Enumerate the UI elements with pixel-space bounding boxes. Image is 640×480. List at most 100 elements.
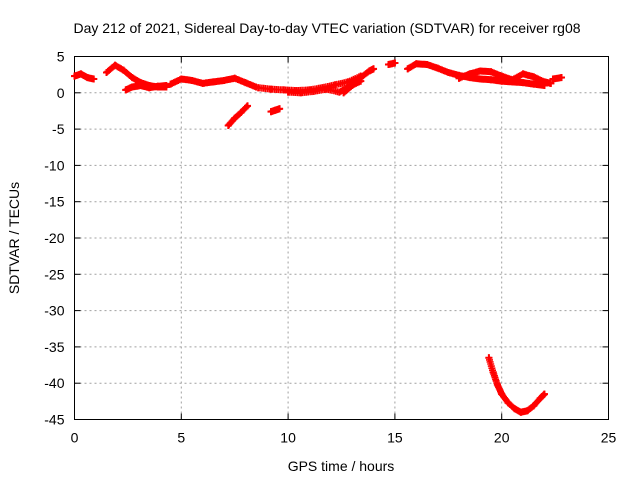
y-axis-title: SDTVAR / TECUs [6, 182, 22, 294]
data-point [444, 68, 452, 76]
data-point [508, 76, 516, 84]
data-point [519, 70, 527, 78]
x-tick-label: 5 [177, 430, 185, 446]
y-tick-label: -40 [44, 375, 64, 391]
data-point [540, 78, 548, 86]
data-point [231, 114, 239, 122]
y-tick-label: -10 [44, 157, 64, 173]
grid-layer [74, 56, 609, 420]
data-point [83, 74, 91, 82]
series-track-morning-lower [122, 82, 170, 94]
data-point [519, 79, 527, 87]
data-point [466, 70, 474, 78]
data-point [199, 79, 207, 87]
data-point [498, 72, 506, 80]
series-track-early-upper [71, 70, 98, 83]
data-point [77, 70, 85, 78]
series-track-end [549, 74, 566, 83]
data-point [365, 67, 373, 75]
data-point [530, 80, 538, 88]
data-point [267, 85, 275, 93]
data-point [540, 390, 548, 398]
data-point [128, 83, 136, 91]
data-point [280, 86, 288, 94]
data-point [271, 106, 279, 114]
series-track-short-dip [267, 105, 284, 116]
series-track-peak [384, 59, 399, 68]
data-point [154, 82, 162, 90]
y-tick-label: -30 [44, 303, 64, 319]
data-point [120, 66, 128, 74]
data-point [549, 75, 557, 83]
chart-title: Day 212 of 2021, Sidereal Day-to-day VTE… [73, 20, 580, 36]
data-point [423, 60, 431, 68]
series-track-evening-hump [455, 67, 555, 87]
data-point [370, 65, 378, 73]
data-layer [71, 59, 566, 416]
data-point [111, 61, 119, 69]
data-point [412, 60, 420, 68]
x-tick-label: 20 [494, 430, 510, 446]
y-tick-label: -35 [44, 339, 64, 355]
data-point [536, 394, 544, 402]
data-point [476, 75, 484, 83]
data-point [209, 78, 217, 86]
data-point [455, 74, 463, 82]
data-point [530, 73, 538, 81]
data-point [241, 79, 249, 87]
data-point [331, 81, 339, 89]
data-point [384, 60, 392, 68]
data-point [177, 75, 185, 83]
y-tick-label: 0 [57, 85, 65, 101]
data-point [284, 88, 292, 96]
series-track-deep-arc [485, 354, 548, 416]
data-point [224, 121, 232, 129]
series-track-descending [224, 102, 252, 129]
y-tick-label: -20 [44, 230, 64, 246]
data-point [244, 102, 252, 110]
data-point [498, 390, 506, 398]
tick-layer: 0 5 10 15 20 25 5 0 -5 -10 -15 -20 -25 -30 -35 -40 -45 [44, 49, 616, 446]
data-point [476, 67, 484, 75]
data-point [254, 84, 262, 92]
data-point [504, 399, 512, 407]
y-tick-label: -45 [44, 412, 64, 428]
data-point [90, 75, 98, 83]
x-axis-title: GPS time / hours [288, 458, 395, 474]
x-tick-label: 0 [71, 430, 79, 446]
data-point [487, 76, 495, 84]
data-point [137, 82, 145, 90]
data-point [310, 87, 318, 95]
data-point [297, 89, 305, 97]
x-tick-label: 25 [601, 430, 617, 446]
data-point [188, 76, 196, 84]
data-point [162, 82, 170, 90]
x-tick-label: 15 [387, 430, 403, 446]
data-point [547, 79, 555, 87]
data-point [348, 82, 356, 90]
data-point [485, 354, 493, 362]
data-point [267, 108, 275, 116]
data-point [323, 85, 331, 93]
y-tick-label: -5 [52, 121, 65, 137]
y-tick-label: -15 [44, 194, 64, 210]
data-point [489, 368, 497, 376]
data-point [122, 86, 130, 94]
data-point [220, 76, 228, 84]
data-point [487, 68, 495, 76]
plot-frame [74, 56, 609, 420]
data-point [404, 65, 412, 73]
data-point [237, 108, 245, 116]
data-point [434, 64, 442, 72]
data-point [128, 74, 136, 82]
data-point [71, 72, 78, 80]
data-point [558, 74, 566, 82]
series-track-rising [340, 65, 378, 97]
data-point [523, 407, 531, 415]
data-point [493, 381, 501, 389]
data-point [145, 84, 153, 92]
y-tick-label: -25 [44, 266, 64, 282]
x-tick-label: 10 [280, 430, 296, 446]
